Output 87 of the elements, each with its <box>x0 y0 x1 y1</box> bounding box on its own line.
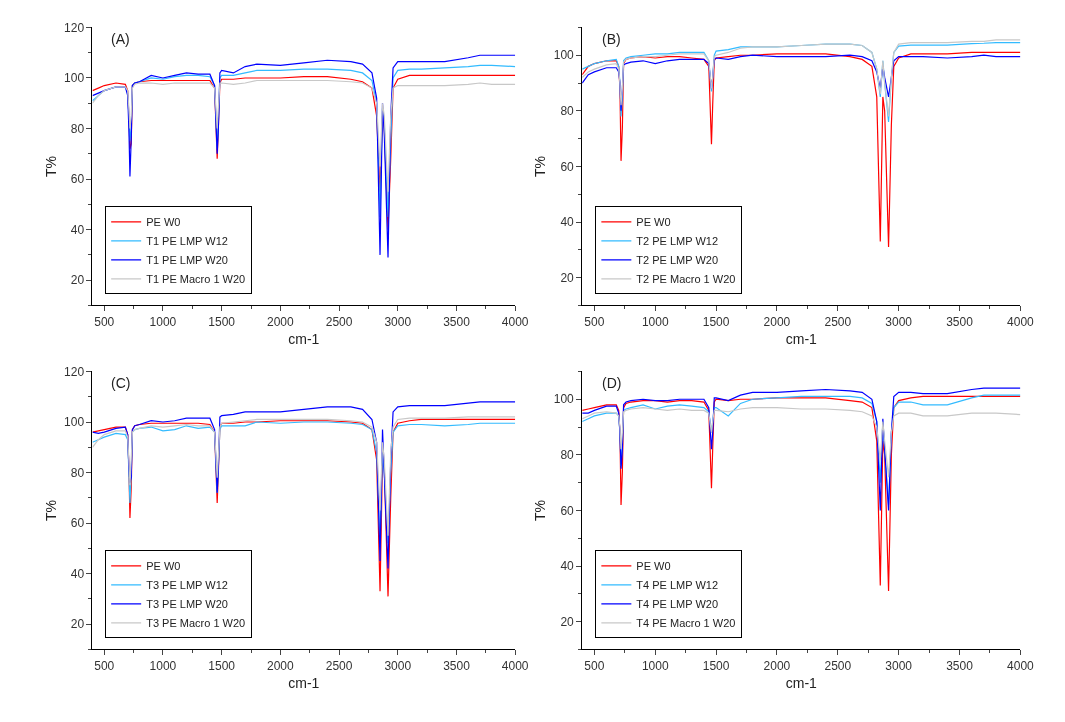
x-tick-label: 500 <box>584 314 605 329</box>
x-tick-label: 4000 <box>1007 658 1035 673</box>
y-tick-label: 120 <box>64 364 85 379</box>
x-tick-label: 4000 <box>501 314 529 329</box>
x-tick-label: 2000 <box>763 314 791 329</box>
legend-label: T3 PE LMP W20 <box>146 598 228 611</box>
x-tick-label: 2500 <box>325 658 353 673</box>
x-tick-label: 1500 <box>702 658 730 673</box>
y-tick-label: 80 <box>560 104 575 119</box>
x-tick-label: 4000 <box>1007 314 1035 329</box>
x-tick-label: 3500 <box>443 314 471 329</box>
legend-label: T3 PE Macro 1 W20 <box>146 617 246 630</box>
y-tick-label: 80 <box>560 448 575 463</box>
y-tick-label: 100 <box>553 392 575 407</box>
x-tick-label: 3500 <box>443 658 471 673</box>
y-tick-label: 40 <box>560 215 575 230</box>
x-tick-label: 2500 <box>824 658 852 673</box>
line-series <box>582 51 1021 248</box>
legend-label: T1 PE Macro 1 W20 <box>146 273 246 286</box>
x-tick-label: 1000 <box>149 314 177 329</box>
x-tick-label: 3000 <box>384 314 412 329</box>
legend-label: T2 PE LMP W20 <box>636 254 719 267</box>
x-tick-label: 1000 <box>149 658 177 673</box>
y-tick-label: 100 <box>64 71 85 86</box>
x-tick-label: 2000 <box>763 658 791 673</box>
legend-label: T2 PE Macro 1 W20 <box>636 273 736 286</box>
line-series <box>92 79 516 193</box>
legend-label: T1 PE LMP W12 <box>146 235 228 248</box>
x-axis-title: cm-1 <box>785 675 818 692</box>
y-tick-label: 100 <box>64 415 85 430</box>
chart-title: (A) <box>111 31 130 47</box>
y-axis-title: T% <box>532 499 549 521</box>
line-series <box>92 54 516 258</box>
y-tick-label: 60 <box>70 172 85 187</box>
x-tick-label: 1500 <box>208 314 236 329</box>
x-tick-label: 3000 <box>384 658 412 673</box>
y-tick-label: 40 <box>70 222 85 237</box>
legend-label: PE W0 <box>146 560 181 573</box>
x-axis-title: cm-1 <box>288 675 320 692</box>
chart-title: (D) <box>602 375 622 391</box>
x-tick-label: 1000 <box>641 658 669 673</box>
x-tick-label: 3500 <box>946 658 974 673</box>
x-tick-label: 2000 <box>267 314 295 329</box>
chart-title: (C) <box>111 375 131 391</box>
x-tick-label: 500 <box>94 314 115 329</box>
line-series <box>582 406 1021 478</box>
y-tick-label: 20 <box>70 617 85 632</box>
y-tick-label: 80 <box>70 465 85 480</box>
x-tick-label: 500 <box>94 658 115 673</box>
x-tick-label: 500 <box>584 658 605 673</box>
x-tick-label: 2000 <box>267 658 295 673</box>
legend-label: PE W0 <box>636 216 671 229</box>
y-tick-label: 20 <box>560 270 575 285</box>
y-axis-title: T% <box>42 499 59 521</box>
x-tick-label: 1000 <box>641 314 669 329</box>
y-tick-label: 40 <box>560 559 575 574</box>
chart-title: (B) <box>602 31 621 47</box>
y-tick-label: 20 <box>560 614 575 629</box>
y-tick-label: 20 <box>70 273 85 288</box>
y-tick-label: 120 <box>64 20 85 35</box>
x-tick-label: 3000 <box>885 658 913 673</box>
legend-label: T4 PE Macro 1 W20 <box>636 617 736 630</box>
y-tick-label: 60 <box>70 516 85 531</box>
y-axis-title: T% <box>532 155 549 177</box>
y-tick-label: 40 <box>70 566 85 581</box>
y-tick-label: 60 <box>560 503 575 518</box>
y-axis-title: T% <box>42 155 59 177</box>
legend-label: T4 PE LMP W12 <box>636 579 719 592</box>
legend-label: PE W0 <box>146 216 181 229</box>
x-tick-label: 1500 <box>208 658 236 673</box>
y-tick-label: 80 <box>70 121 85 136</box>
line-series <box>582 395 1021 592</box>
y-tick-label: 60 <box>560 159 575 174</box>
legend-label: T1 PE LMP W20 <box>146 254 228 267</box>
legend-label: PE W0 <box>636 560 671 573</box>
x-tick-label: 2500 <box>824 314 852 329</box>
legend-label: T3 PE LMP W12 <box>146 579 228 592</box>
legend-label: T2 PE LMP W12 <box>636 235 719 248</box>
x-tick-label: 3000 <box>885 314 913 329</box>
x-tick-label: 2500 <box>325 314 353 329</box>
y-tick-label: 100 <box>553 48 575 63</box>
x-tick-label: 3500 <box>946 314 974 329</box>
x-tick-label: 1500 <box>702 314 730 329</box>
x-axis-title: cm-1 <box>785 331 818 348</box>
x-axis-title: cm-1 <box>288 331 320 348</box>
x-tick-label: 4000 <box>501 658 529 673</box>
legend-label: T4 PE LMP W20 <box>636 598 719 611</box>
